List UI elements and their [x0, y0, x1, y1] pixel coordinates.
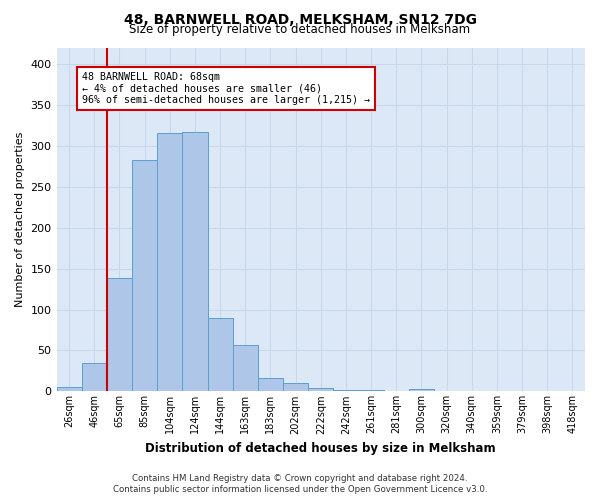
- Bar: [208, 318, 233, 392]
- Y-axis label: Number of detached properties: Number of detached properties: [15, 132, 25, 307]
- Bar: [409, 389, 434, 392]
- Text: 48 BARNWELL ROAD: 68sqm
← 4% of detached houses are smaller (46)
96% of semi-det: 48 BARNWELL ROAD: 68sqm ← 4% of detached…: [82, 72, 370, 106]
- Bar: [82, 362, 107, 392]
- Bar: [132, 160, 157, 392]
- Bar: [459, 390, 484, 392]
- Text: Contains HM Land Registry data © Crown copyright and database right 2024.
Contai: Contains HM Land Registry data © Crown c…: [113, 474, 487, 494]
- Bar: [334, 390, 359, 392]
- Bar: [283, 383, 308, 392]
- Bar: [308, 388, 334, 392]
- Bar: [182, 132, 208, 392]
- Bar: [359, 390, 383, 392]
- Bar: [157, 134, 182, 392]
- Bar: [56, 388, 82, 392]
- X-axis label: Distribution of detached houses by size in Melksham: Distribution of detached houses by size …: [145, 442, 496, 455]
- Text: 48, BARNWELL ROAD, MELKSHAM, SN12 7DG: 48, BARNWELL ROAD, MELKSHAM, SN12 7DG: [124, 12, 476, 26]
- Bar: [233, 344, 258, 392]
- Bar: [258, 378, 283, 392]
- Text: Size of property relative to detached houses in Melksham: Size of property relative to detached ho…: [130, 22, 470, 36]
- Bar: [560, 390, 585, 392]
- Bar: [107, 278, 132, 392]
